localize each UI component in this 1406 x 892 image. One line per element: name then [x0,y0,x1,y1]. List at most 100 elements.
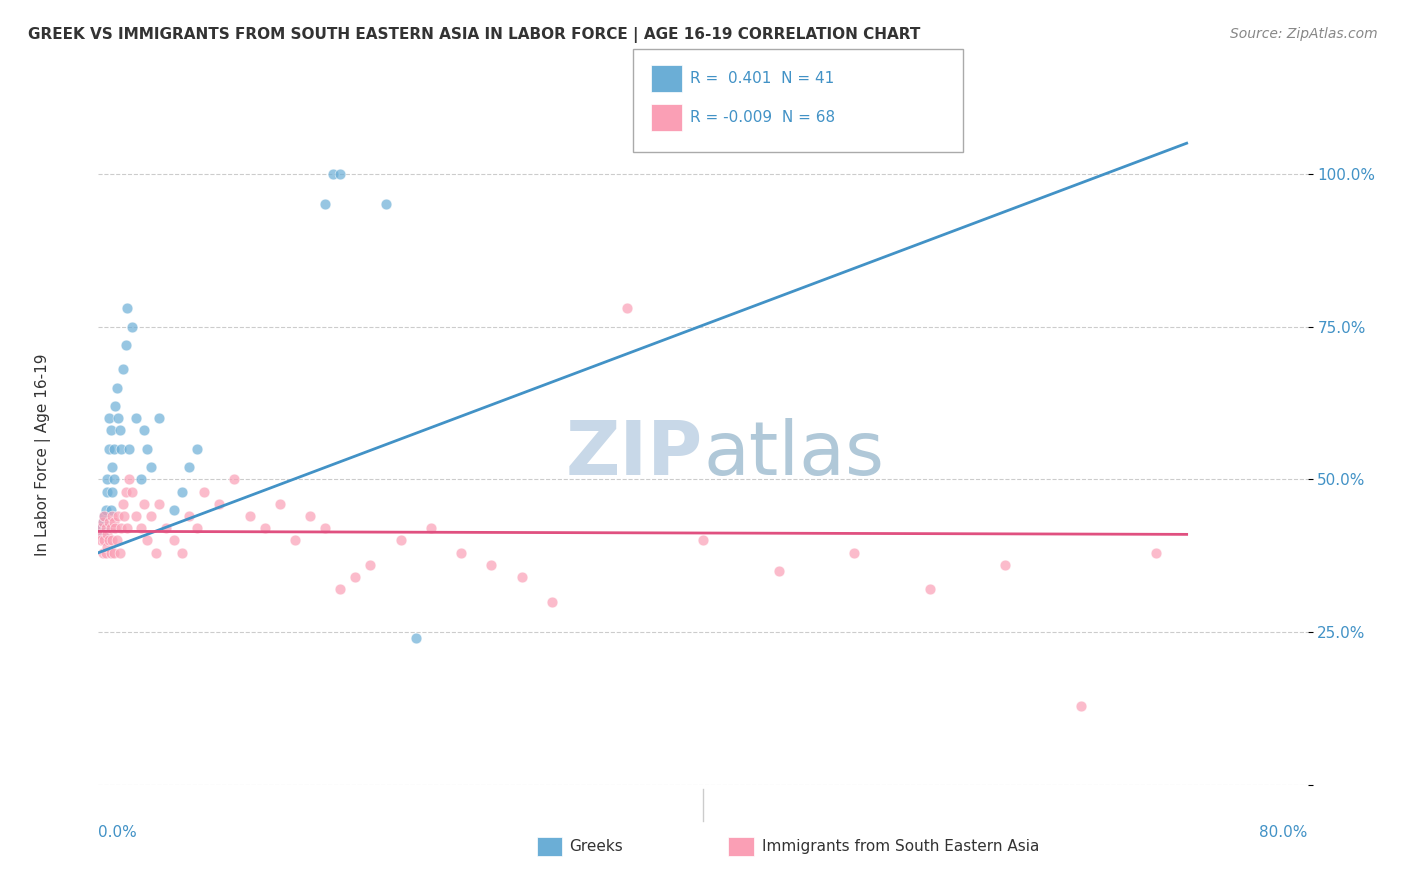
Point [98,533,121,548]
Point [91,546,114,560]
Point [374,197,396,211]
Point [94,521,117,535]
Point [1144,546,1167,560]
Point [115,301,138,316]
Text: R =  0.401  N = 41: R = 0.401 N = 41 [690,71,835,86]
Point [132,497,155,511]
Point [616,301,638,316]
Text: 80.0%: 80.0% [1260,825,1308,840]
Point [314,521,336,535]
Point [163,503,186,517]
Point [104,399,127,413]
Point [100,521,122,535]
Point [1070,698,1092,713]
Point [132,424,155,438]
Point [100,546,122,560]
Point [100,424,122,438]
Text: Source: ZipAtlas.com: Source: ZipAtlas.com [1230,27,1378,41]
Point [193,484,215,499]
Point [98,411,121,425]
Point [91,515,114,529]
Point [419,521,441,535]
Point [450,546,472,560]
Point [239,509,262,524]
Point [93,533,115,548]
Point [114,338,136,352]
Point [111,362,134,376]
Point [101,509,124,524]
Point [299,509,322,524]
Point [360,558,382,572]
Point [103,472,125,486]
Point [481,558,503,572]
Point [93,509,115,524]
Point [170,546,193,560]
Point [329,167,352,181]
Y-axis label: In Labor Force | Age 16-19: In Labor Force | Age 16-19 [35,353,51,557]
Point [125,509,148,524]
Point [135,533,157,548]
Point [90,521,112,535]
Point [208,497,231,511]
Point [118,442,141,456]
Point [90,533,112,548]
Point [91,527,114,541]
Point [110,521,132,535]
Point [768,564,790,578]
Point [107,411,129,425]
Point [148,497,170,511]
Point [322,167,344,181]
Text: atlas: atlas [703,418,884,491]
Point [148,411,170,425]
Point [994,558,1017,572]
Point [186,442,208,456]
Point [155,521,177,535]
Point [177,509,201,524]
Point [105,533,128,548]
Point [98,442,121,456]
Point [389,533,412,548]
Point [269,497,291,511]
Point [111,497,134,511]
Point [96,527,118,541]
Point [105,381,128,395]
Text: ZIP: ZIP [565,418,703,491]
Text: 0.0%: 0.0% [98,825,138,840]
Point [91,515,114,529]
Point [141,509,163,524]
Point [89,521,111,535]
Point [103,515,125,529]
Point [510,570,533,584]
Point [96,540,118,554]
Point [98,515,121,529]
Point [186,521,208,535]
Point [141,460,163,475]
Point [103,442,125,456]
Point [540,594,562,608]
Point [405,632,427,646]
Point [94,546,117,560]
Point [129,472,152,486]
Point [93,509,115,524]
Point [94,521,117,535]
Point [224,472,246,486]
Point [114,484,136,499]
Point [110,442,132,456]
Point [129,521,152,535]
Point [177,460,201,475]
Point [314,197,336,211]
Point [125,411,148,425]
Point [344,570,367,584]
Point [170,484,193,499]
Text: Greeks: Greeks [569,839,623,854]
Text: GREEK VS IMMIGRANTS FROM SOUTH EASTERN ASIA IN LABOR FORCE | AGE 16-19 CORRELATI: GREEK VS IMMIGRANTS FROM SOUTH EASTERN A… [28,27,921,43]
Point [96,472,118,486]
Point [101,484,124,499]
Point [121,484,143,499]
Point [284,533,307,548]
Point [118,472,141,486]
Point [94,503,117,517]
Point [101,533,124,548]
Point [104,521,127,535]
Point [329,582,352,597]
